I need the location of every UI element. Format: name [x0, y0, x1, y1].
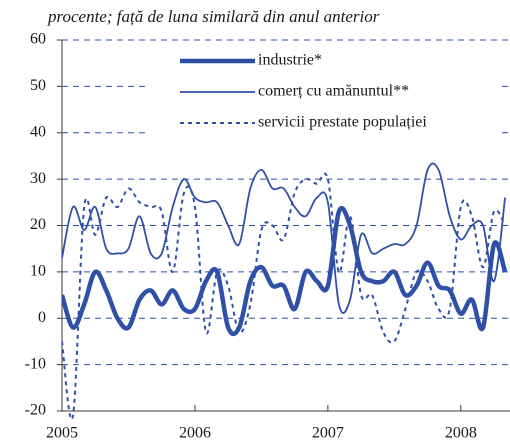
y-tick-label: 60 — [30, 31, 46, 48]
x-tick-label: 2007 — [312, 425, 344, 442]
y-tick-label: -10 — [25, 355, 46, 372]
legend-label: industrie* — [258, 52, 322, 69]
y-tick-label: 0 — [38, 309, 46, 326]
x-tick-label: 2006 — [179, 425, 211, 442]
y-tick-label: -20 — [25, 402, 46, 419]
x-tick-label: 2005 — [46, 425, 78, 442]
series-line — [62, 172, 506, 421]
plot-area — [62, 162, 508, 421]
x-tick-label: 2008 — [445, 425, 477, 442]
y-tick-label: 50 — [30, 77, 46, 94]
y-tick-label: 30 — [30, 170, 46, 187]
y-tick-label: 20 — [30, 216, 46, 233]
chart-title: procente; față de luna similară din anul… — [47, 7, 380, 26]
y-tick-label: 10 — [30, 263, 46, 280]
y-tick-label: 40 — [30, 123, 46, 140]
legend-label: servicii prestate populației — [258, 114, 427, 131]
series-line — [62, 162, 506, 314]
series-line — [62, 205, 508, 337]
legend-label: comerț cu amănuntul** — [258, 83, 409, 100]
